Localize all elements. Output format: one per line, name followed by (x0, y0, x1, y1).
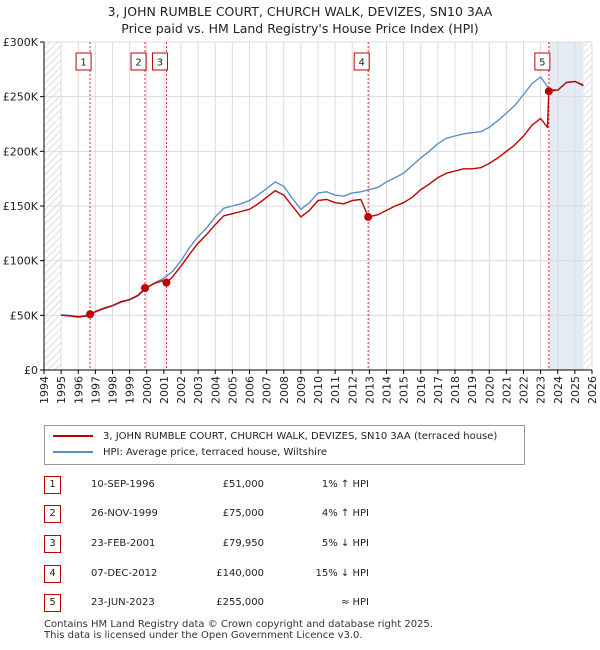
row-price: £75,000 (222, 508, 264, 519)
legend-item-property: 3, JOHN RUMBLE COURT, CHURCH WALK, DEVIZ… (53, 429, 497, 445)
chart-title-block: 3, JOHN RUMBLE COURT, CHURCH WALK, DEVIZ… (0, 3, 600, 37)
row-number-badge: 4 (44, 565, 61, 583)
x-tick-label: 2020 (483, 376, 496, 404)
x-tick-label: 2015 (398, 376, 411, 404)
y-tick-label: £200K (3, 145, 39, 158)
x-tick-label: 2017 (432, 376, 445, 404)
x-tick-label: 2007 (261, 376, 274, 404)
row-hpi-diff: ≈ HPI (340, 597, 369, 608)
chart-title: 3, JOHN RUMBLE COURT, CHURCH WALK, DEVIZ… (107, 4, 493, 19)
row-date: 10-SEP-1996 (91, 479, 155, 490)
sale-number-box (151, 52, 168, 71)
legend: 3, JOHN RUMBLE COURT, CHURCH WALK, DEVIZ… (44, 425, 525, 465)
footer: Contains HM Land Registry data © Crown c… (44, 619, 433, 641)
x-tick-label: 1996 (72, 376, 85, 404)
sale-number-label: 4 (358, 58, 364, 69)
table-row: 3 23-FEB-2001 £79,950 5% ↓ HPI (44, 535, 564, 553)
x-tick-label: 2018 (449, 376, 462, 404)
legend-swatch-hpi (53, 451, 93, 453)
row-date: 23-FEB-2001 (91, 538, 156, 549)
sale-number-box (353, 52, 370, 71)
x-tick-label: 1997 (89, 376, 102, 404)
x-tick-label: 2016 (415, 376, 428, 404)
sale-number-box (534, 52, 551, 71)
legend-label-hpi: HPI: Average price, terraced house, Wilt… (103, 447, 327, 458)
sale-point (86, 310, 95, 319)
sale-number-label: 3 (157, 58, 163, 69)
row-date: 26-NOV-1999 (91, 508, 158, 519)
sale-number-box (130, 52, 147, 71)
row-date: 07-DEC-2012 (91, 568, 158, 579)
x-tick-label: 2005 (226, 376, 239, 404)
row-price: £255,000 (216, 597, 264, 608)
table-row: 5 23-JUN-2023 £255,000 ≈ HPI (44, 594, 564, 612)
table-row: 2 26-NOV-1999 £75,000 4% ↑ HPI (44, 505, 564, 523)
sale-point (364, 212, 373, 221)
footer-licence: This data is licensed under the Open Gov… (44, 630, 363, 641)
x-tick-label: 1994 (38, 376, 51, 404)
row-hpi-diff: 5% ↓ HPI (321, 538, 369, 549)
row-hpi-diff: 1% ↑ HPI (321, 479, 369, 490)
table-row: 1 10-SEP-1996 £51,000 1% ↑ HPI (44, 476, 564, 494)
sale-point (544, 87, 553, 96)
x-tick-label: 2011 (329, 376, 342, 404)
x-tick-label: 2006 (244, 376, 257, 404)
sale-number-label: 1 (80, 58, 86, 69)
sale-number-label: 5 (539, 58, 545, 69)
x-tick-label: 2000 (141, 376, 154, 404)
y-tick-label: £0 (24, 364, 38, 377)
x-tick-label: 2013 (363, 376, 376, 404)
row-price: £51,000 (222, 479, 264, 490)
x-tick-label: 2012 (346, 376, 359, 404)
x-tick-label: 1998 (107, 376, 120, 404)
y-tick-label: £150K (3, 200, 39, 213)
price-chart: 1 2 3 4 5 £0 £50K £100K £150K £200K £250K £300K 1994… (3, 36, 599, 404)
row-hpi-diff: 4% ↑ HPI (321, 508, 369, 519)
row-price: £79,950 (222, 538, 264, 549)
legend-swatch-property (53, 435, 93, 437)
row-number-badge: 5 (44, 594, 61, 612)
x-tick-label: 2009 (295, 376, 308, 404)
row-number-badge: 1 (44, 476, 61, 494)
sale-number-label: 2 (135, 58, 141, 69)
x-tick-label: 2004 (209, 376, 222, 404)
legend-item-hpi: HPI: Average price, terraced house, Wilt… (53, 445, 327, 461)
y-tick-label: £50K (10, 309, 39, 322)
row-hpi-diff: 15% ↓ HPI (315, 568, 369, 579)
x-tick-label: 2026 (586, 376, 599, 404)
footer-copyright: Contains HM Land Registry data © Crown c… (44, 619, 433, 630)
x-tick-label: 2024 (552, 376, 565, 404)
x-tick-label: 2021 (500, 376, 513, 404)
x-tick-label: 2002 (175, 376, 188, 404)
x-tick-label: 2003 (192, 376, 205, 404)
row-number-badge: 3 (44, 535, 61, 553)
sale-number-box (75, 52, 92, 71)
y-tick-label: £300K (3, 36, 39, 49)
chart-subtitle: Price paid vs. HM Land Registry's House … (121, 21, 479, 36)
row-number-badge: 2 (44, 505, 61, 523)
x-tick-label: 2022 (518, 376, 531, 404)
x-tick-label: 2001 (158, 376, 171, 404)
table-row: 4 07-DEC-2012 £140,000 15% ↓ HPI (44, 565, 564, 583)
x-tick-label: 2025 (569, 376, 582, 404)
x-tick-label: 2014 (381, 376, 394, 404)
y-tick-label: £250K (3, 91, 39, 104)
sale-point (141, 284, 150, 292)
x-tick-label: 2023 (535, 376, 548, 404)
row-price: £140,000 (216, 568, 264, 579)
x-tick-label: 1999 (124, 376, 137, 404)
x-tick-label: 2008 (278, 376, 291, 404)
legend-label-property: 3, JOHN RUMBLE COURT, CHURCH WALK, DEVIZ… (103, 431, 498, 442)
x-tick-label: 1995 (55, 376, 68, 404)
sale-point (162, 278, 171, 287)
x-tick-label: 2010 (312, 376, 325, 404)
y-tick-label: £100K (3, 255, 39, 268)
row-date: 23-JUN-2023 (91, 597, 155, 608)
x-tick-label: 2019 (466, 376, 479, 404)
